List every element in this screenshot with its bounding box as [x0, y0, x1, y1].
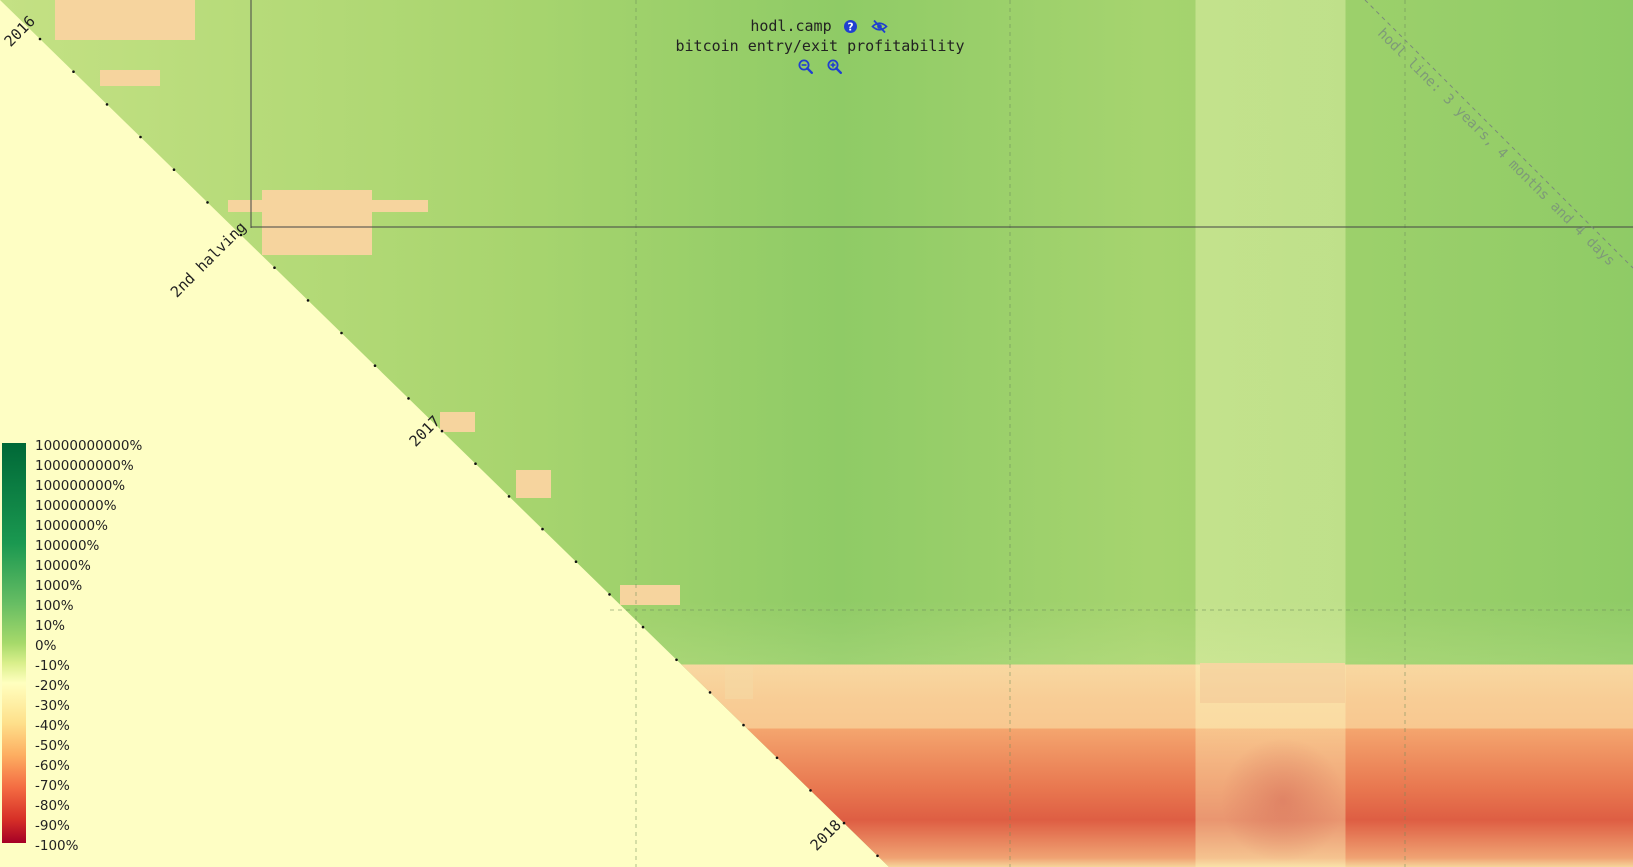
- legend-label: -90%: [35, 818, 70, 834]
- diagonal-tick: [708, 691, 712, 694]
- hodl-line-label: hodl line: 3 years, 4 months and 4 days: [1374, 26, 1618, 270]
- diagonal-tick: [809, 789, 812, 792]
- diagonal-tick: [105, 103, 109, 106]
- diagonal-ticks: [38, 37, 879, 858]
- legend-label: -10%: [35, 658, 70, 674]
- legend-color-bar: [2, 443, 26, 843]
- diagonal-tick: [876, 854, 879, 858]
- legend-label: -70%: [35, 778, 70, 794]
- diagonal-tick: [306, 299, 310, 302]
- legend-label: 1000%: [35, 578, 83, 594]
- diagonal-tick: [273, 266, 276, 270]
- legend-label: -80%: [35, 798, 70, 814]
- svg-text:?: ?: [847, 22, 853, 34]
- legend-label: -50%: [35, 738, 70, 754]
- legend-labels: 10000000000% 1000000000% 100000000% 1000…: [35, 436, 175, 856]
- legend-label: 100000000%: [35, 478, 126, 494]
- legend-label: -40%: [35, 718, 70, 734]
- diagonal-tick: [507, 495, 511, 498]
- diagonal-tick: [172, 168, 176, 171]
- diagonal-tick: [239, 233, 243, 237]
- hodl-line: [1364, 0, 1633, 269]
- diagonal-tick: [775, 756, 779, 760]
- legend-label: 1000000%: [35, 518, 108, 534]
- zoom-in-icon[interactable]: [827, 59, 842, 74]
- diagonal-tick: [440, 429, 444, 433]
- question-circle-icon[interactable]: ?: [843, 19, 858, 34]
- legend-label: 10000%: [35, 558, 91, 574]
- legend-label: 10%: [35, 618, 66, 634]
- site-title: hodl.camp: [750, 17, 832, 35]
- zoom-out-icon[interactable]: [798, 59, 814, 74]
- legend-label: -60%: [35, 758, 70, 774]
- diagonal-label-2018: 2018: [807, 816, 845, 854]
- diagonal-tick: [541, 527, 544, 531]
- legend-label: 1000000000%: [35, 458, 134, 474]
- legend-label: -30%: [35, 698, 70, 714]
- diagonal-tick: [742, 723, 745, 727]
- legend-label: 100%: [35, 598, 74, 614]
- diagonal-tick: [608, 593, 611, 596]
- crosshair: [250, 0, 1633, 228]
- legend-label: -20%: [35, 678, 70, 694]
- diagonal-tick: [373, 364, 377, 368]
- legend-label: 10000000%: [35, 498, 117, 514]
- diagonal-tick: [641, 625, 645, 629]
- diagonal-tick: [407, 397, 410, 400]
- diagonal-tick: [474, 462, 477, 466]
- legend-label: 10000000000%: [35, 438, 143, 454]
- legend-label: 0%: [35, 638, 57, 654]
- diagonal-tick: [206, 201, 209, 204]
- diagonal-tick: [675, 658, 678, 662]
- diagonal-tick: [139, 135, 142, 139]
- chart-header: hodl.camp ? bitcoin entry/exit profitabi…: [600, 16, 1040, 76]
- legend-label: 100000%: [35, 538, 100, 554]
- diagonal-tick: [842, 821, 846, 825]
- diagonal-tick: [574, 560, 578, 563]
- legend-label: -100%: [35, 838, 79, 854]
- eye-slash-icon[interactable]: [870, 19, 888, 34]
- diagonal-label-2nd-halving: 2nd halving: [167, 218, 250, 301]
- chart-subtitle: bitcoin entry/exit profitability: [675, 37, 965, 55]
- diagonal-label-2017: 2017: [406, 412, 444, 450]
- diagonal-tick: [340, 331, 343, 335]
- diagonal-label-2016: 2016: [1, 12, 39, 50]
- grid-lines: [610, 0, 1633, 867]
- diagonal-tick: [38, 37, 42, 41]
- diagonal-tick: [72, 70, 75, 73]
